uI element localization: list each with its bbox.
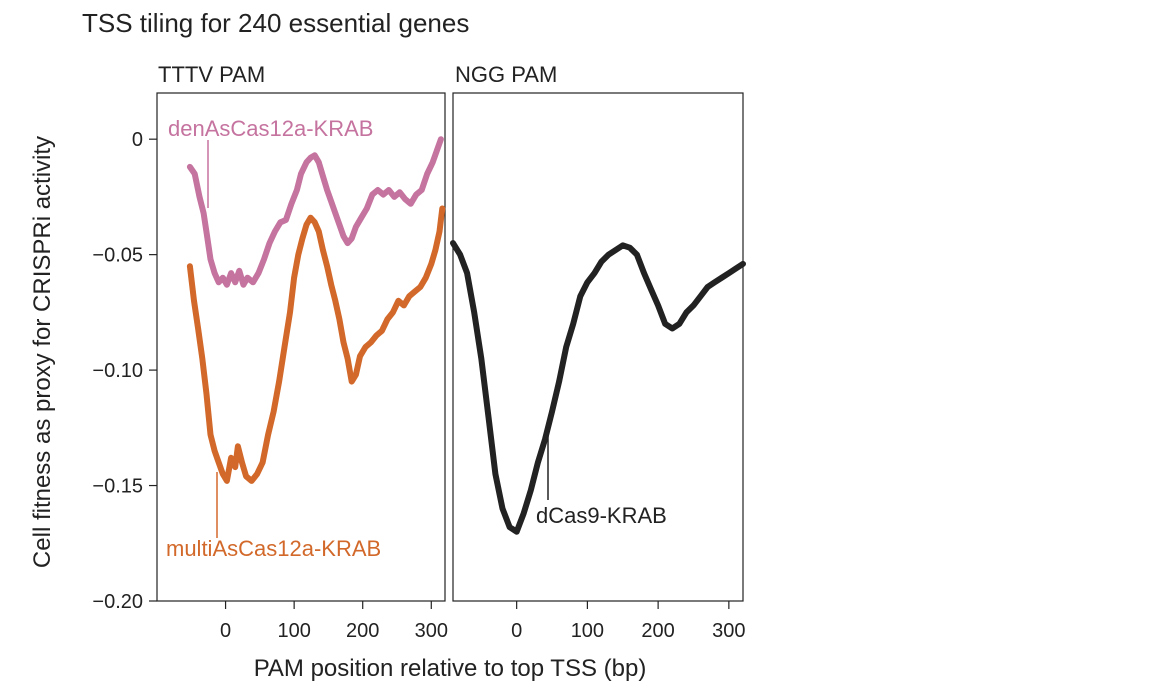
y-tick-label: −0.05 [92,245,143,267]
y-tick-label: −0.10 [92,360,143,382]
x-tick-label: 100 [277,620,310,642]
y-tick-label: −0.15 [92,476,143,498]
chart-title: TSS tiling for 240 essential genes [82,8,469,38]
plot-panel-tttv: 0 100 200 300 [156,92,448,642]
series-line-dcas9-krab [450,240,746,535]
panel-title-ngg: NGG PAM [455,62,557,87]
x-axis-label: PAM position relative to top TSS (bp) [254,655,647,682]
y-tick-label: −0.20 [92,591,143,613]
series-label-multiAsCas12a: multiAsCas12a-KRAB [166,536,381,561]
panel-title-tttv: TTTV PAM [158,62,265,87]
series-label-denAsCas12a: denAsCas12a-KRAB [168,116,373,141]
series-label-dCas9: dCas9-KRAB [536,503,667,528]
x-tick-label: 0 [220,620,231,642]
x-tick-label: 0 [511,620,522,642]
panel-frame [156,92,446,602]
plot-panel-ngg: 0 100 200 300 [450,92,746,642]
y-axis-label: Cell fitness as proxy for CRISPRi activi… [29,136,56,568]
x-tick-label: 200 [346,620,379,642]
y-axis: 0 −0.05 −0.10 −0.15 −0.20 [92,129,157,613]
series-line-denascas12a-krab [186,136,444,288]
x-tick-label: 300 [712,620,745,642]
panel-frame [452,92,744,602]
x-tick-label: 200 [641,620,674,642]
x-tick-label: 300 [415,620,448,642]
y-tick-label: 0 [132,129,143,151]
x-tick-label: 100 [571,620,604,642]
series-line-multiascas12a-krab [186,205,446,484]
